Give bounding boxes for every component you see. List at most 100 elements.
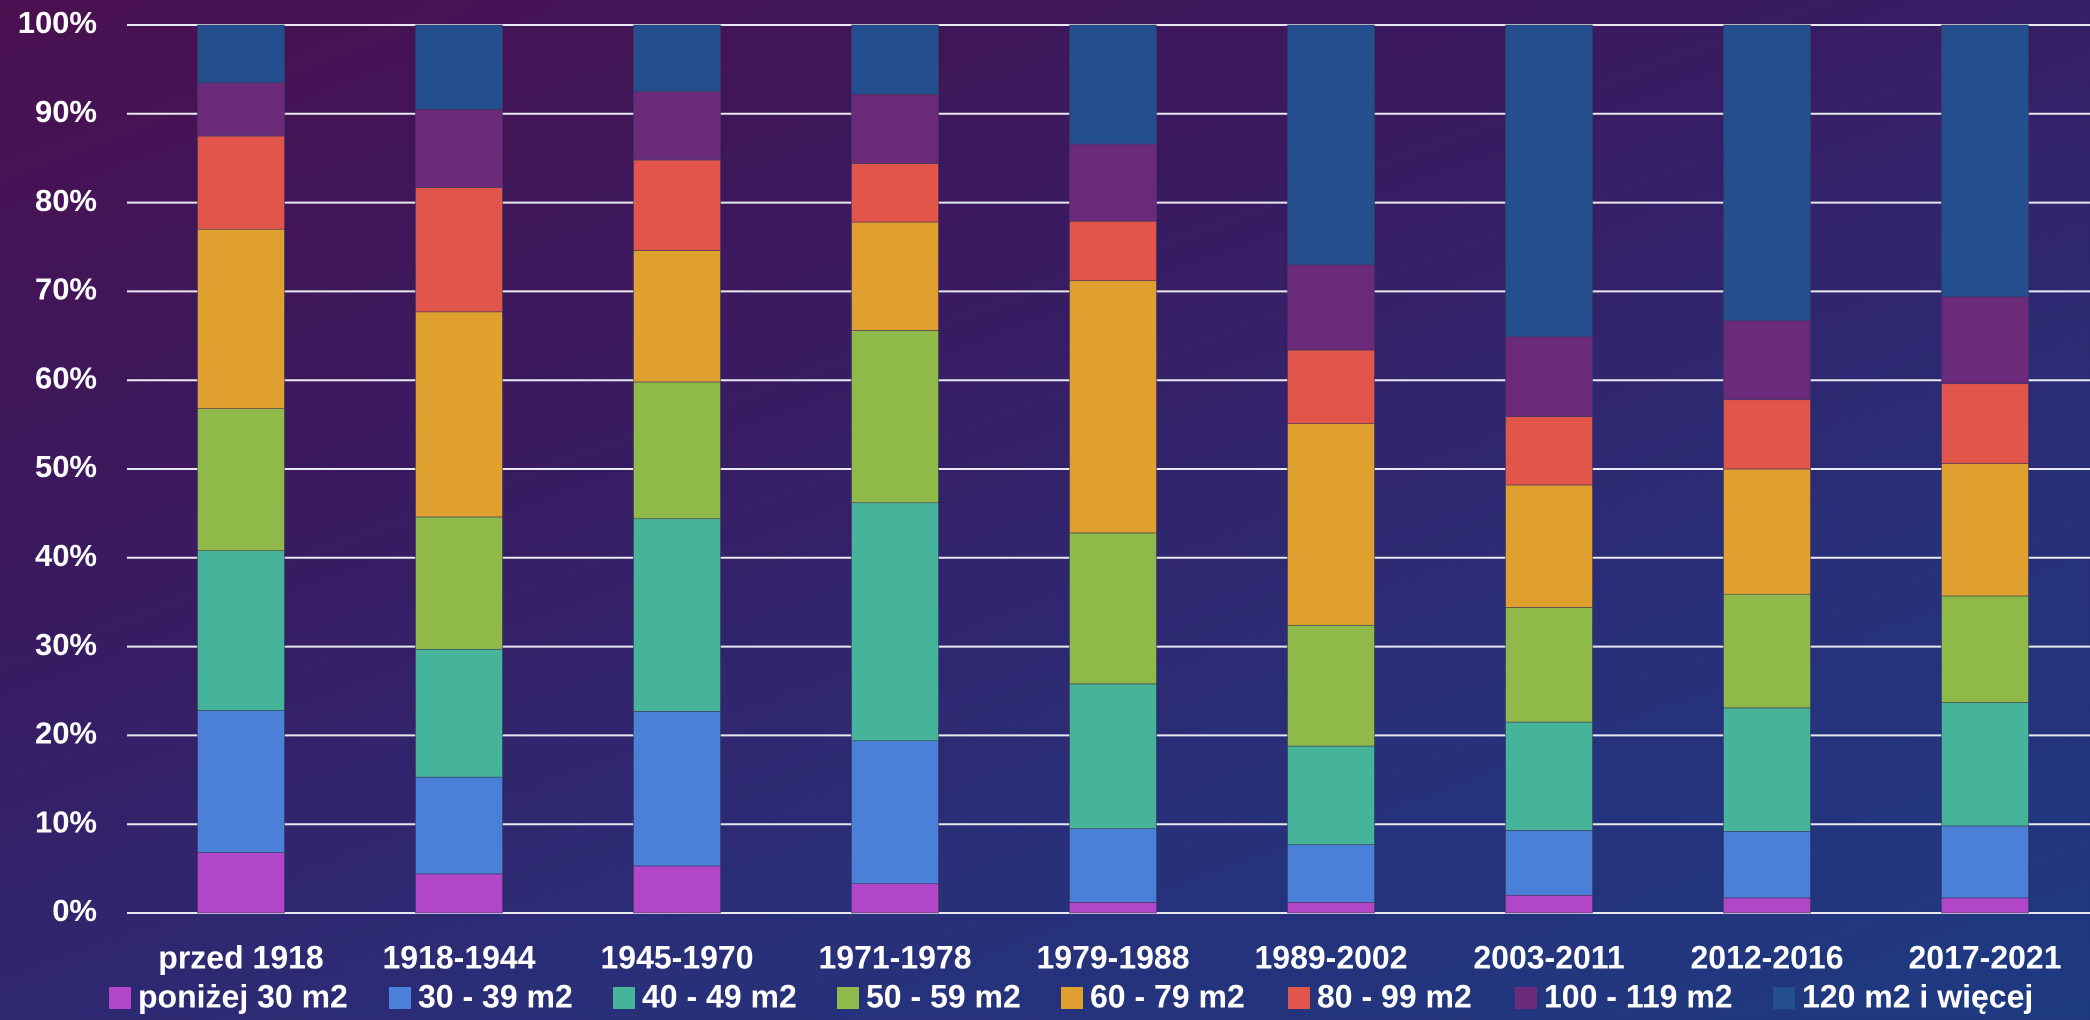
bar-segment [1941, 383, 2029, 464]
bar-segment [633, 159, 721, 251]
bar-segment [1069, 532, 1157, 685]
bar-segment [1505, 607, 1593, 723]
bar-segment [1287, 423, 1375, 626]
bar-segment [1941, 897, 2029, 914]
legend-label: 100 - 119 m2 [1544, 978, 1733, 1014]
bar-segment [1069, 24, 1157, 145]
x-tick-label: 2003-2011 [1473, 939, 1624, 975]
bar-segment [1723, 831, 1811, 899]
x-tick-label: 1989-2002 [1254, 939, 1407, 975]
y-tick-label: 100% [18, 5, 97, 40]
bar-segment [1505, 416, 1593, 486]
x-tick-label: 1971-1978 [818, 939, 971, 975]
bar-segment [197, 550, 285, 711]
bar-segment [415, 516, 503, 650]
bar-segment [1505, 830, 1593, 896]
y-tick-label: 40% [35, 538, 97, 573]
x-tick-label: 1979-1988 [1036, 939, 1189, 975]
bar-segment [851, 221, 939, 331]
legend-swatch [613, 987, 635, 1009]
bar-segment [1941, 296, 2029, 385]
bar-segment [1941, 595, 2029, 703]
y-tick-label: 70% [35, 272, 97, 307]
bar-segment [1505, 24, 1593, 337]
bar-segment [851, 740, 939, 884]
bar-segment [415, 187, 503, 313]
legend-label: 60 - 79 m2 [1090, 978, 1245, 1014]
x-tick-label: 1945-1970 [600, 939, 753, 975]
bar-segment [1505, 894, 1593, 914]
bar-segment [851, 93, 939, 164]
y-tick-label: 80% [35, 183, 97, 218]
bar-segment [1505, 484, 1593, 608]
bar-segment [633, 518, 721, 712]
bar-segment [415, 24, 503, 110]
y-tick-label: 20% [35, 716, 97, 751]
bar-segment [851, 24, 939, 95]
bar-segment [1723, 897, 1811, 914]
legend-label: 30 - 39 m2 [418, 978, 573, 1014]
x-tick-label: 1918-1944 [382, 939, 535, 975]
bar-segment [851, 883, 939, 914]
y-tick-label: 10% [35, 804, 97, 839]
bar-segment [415, 873, 503, 914]
bar-segment [633, 24, 721, 92]
bar-segment [633, 381, 721, 520]
bar-segment [1723, 24, 1811, 322]
bar-segment [197, 135, 285, 230]
bar-segment [1069, 143, 1157, 222]
legend-label: 40 - 49 m2 [642, 978, 797, 1014]
bar-segment [633, 250, 721, 383]
bar-segment [1941, 825, 2029, 899]
y-tick-label: 60% [35, 360, 97, 395]
bar-segment [415, 109, 503, 188]
bar-segment [633, 91, 721, 161]
bar-segment [1069, 828, 1157, 903]
bar-segment [633, 865, 721, 914]
bar-segment [1723, 320, 1811, 401]
bar-segment [1505, 336, 1593, 417]
y-tick-label: 50% [35, 449, 97, 484]
bar-segment [1941, 463, 2029, 597]
legend-swatch [1288, 987, 1310, 1009]
bar-segment [1723, 707, 1811, 832]
bar-segment [633, 711, 721, 867]
bar-segment [1723, 468, 1811, 595]
legend-label: 80 - 99 m2 [1317, 978, 1472, 1014]
bar-segment [197, 852, 285, 914]
bar-segment [1069, 220, 1157, 282]
bar-segment [197, 24, 285, 84]
bar-segment [1287, 624, 1375, 747]
legend-swatch [389, 987, 411, 1009]
y-tick-label: 30% [35, 627, 97, 662]
legend-swatch [1773, 987, 1795, 1009]
bar-segment [1287, 902, 1375, 914]
bar-segment [1723, 399, 1811, 470]
bar-segment [197, 710, 285, 853]
legend-swatch [1061, 987, 1083, 1009]
bar-segment [1723, 593, 1811, 709]
bar-segment [1069, 902, 1157, 914]
bar-segment [1505, 721, 1593, 831]
bar-segment [197, 228, 285, 409]
bar-segment [197, 82, 285, 137]
bar-segment [415, 776, 503, 875]
bar-segment [851, 330, 939, 504]
legend-label: poniżej 30 m2 [138, 978, 348, 1014]
legend-swatch [109, 987, 131, 1009]
bar-segment [1941, 24, 2029, 298]
x-tick-label: 2017-2021 [1908, 939, 2061, 975]
y-tick-label: 0% [52, 893, 97, 928]
bar-segment [1941, 702, 2029, 827]
legend-label: 120 m2 i więcej [1802, 978, 2033, 1014]
bar-segment [1069, 280, 1157, 534]
bar-segment [415, 311, 503, 518]
bar-segment [1287, 264, 1375, 351]
bar-segment [1069, 683, 1157, 829]
legend-swatch [1515, 987, 1537, 1009]
bar-segment [1287, 24, 1375, 266]
x-tick-label: przed 1918 [158, 939, 323, 975]
bar-segment [1287, 844, 1375, 903]
bar-segment [197, 408, 285, 551]
bar-segment [415, 648, 503, 778]
